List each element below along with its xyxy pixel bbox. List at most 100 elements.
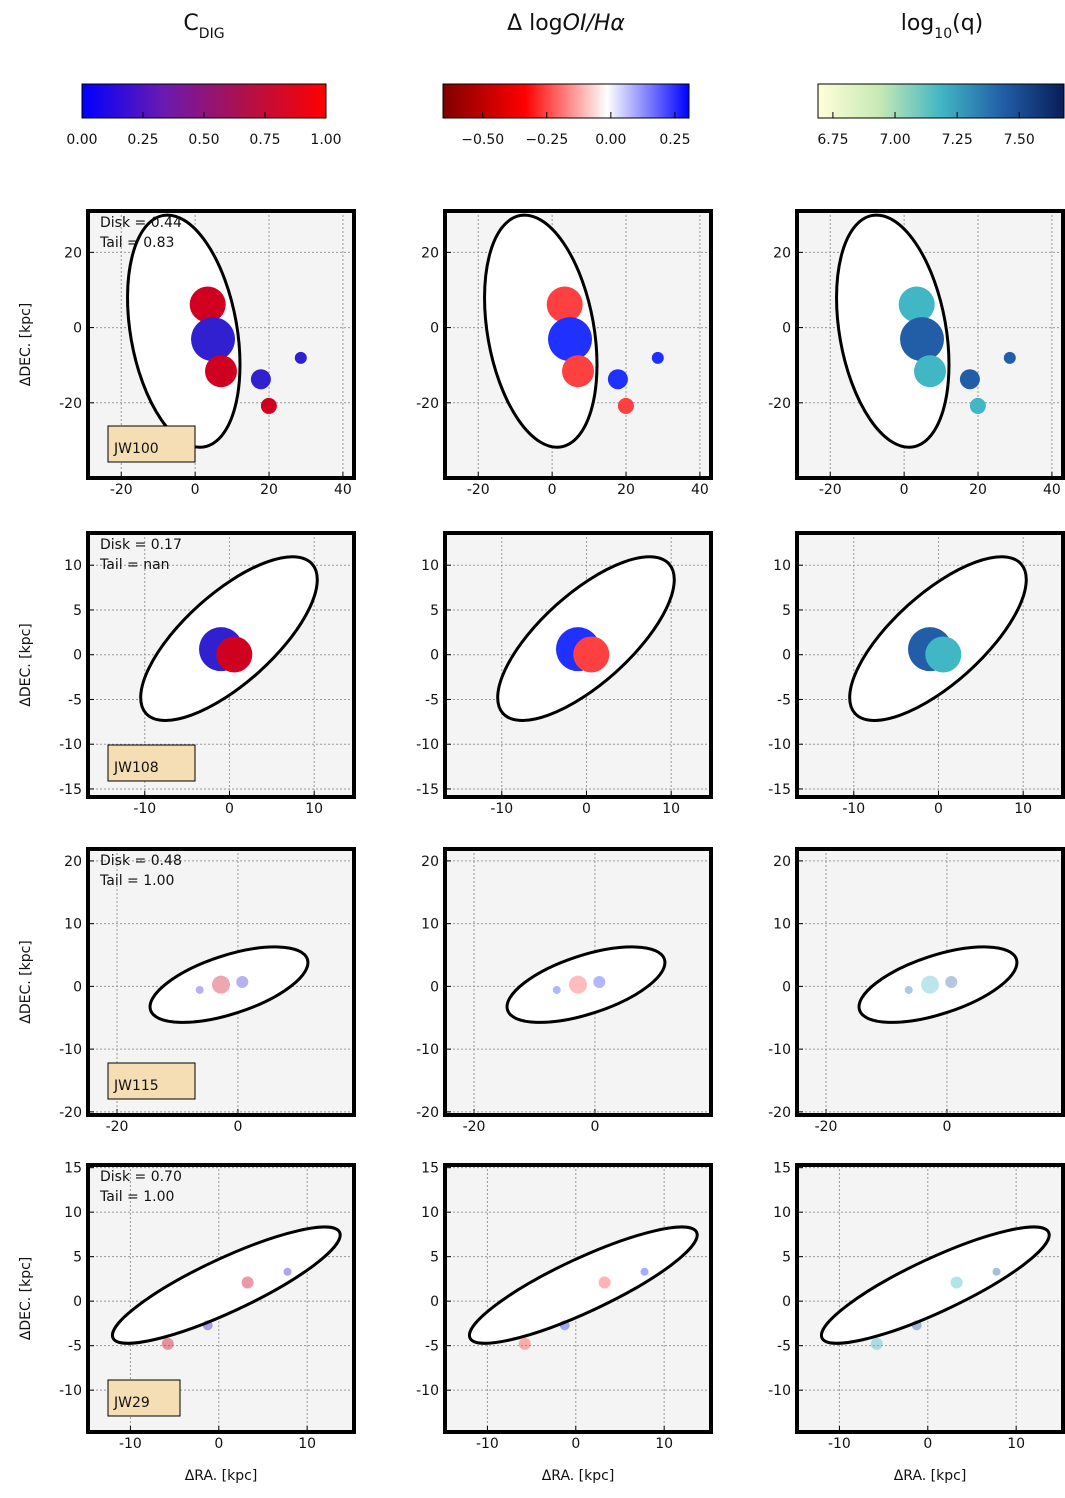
y-tick-label: -15: [59, 782, 82, 798]
tail-label: Tail = 1.00: [99, 873, 174, 889]
y-tick-label: -10: [768, 737, 791, 753]
disk-label: Disk = 0.48: [100, 853, 182, 869]
emission-blob: [593, 976, 606, 988]
y-tick-label: 10: [773, 558, 791, 574]
y-tick-label: 10: [421, 1205, 439, 1221]
galaxy-box: [107, 744, 196, 782]
x-tick-label: 0: [571, 1436, 580, 1452]
galaxy-name: JW100: [113, 441, 159, 457]
x-tick-label: -20: [106, 1119, 129, 1135]
x-tick-label: 20: [617, 482, 635, 498]
emission-blob: [212, 975, 230, 994]
emission-blob: [573, 636, 610, 673]
colorbar: [442, 83, 690, 119]
y-tick-label: 10: [64, 1205, 82, 1221]
title-part: C: [183, 11, 198, 36]
colorbar-tick-label: 0.00: [66, 132, 97, 148]
colorbar-tick-label: 1.00: [310, 132, 341, 148]
emission-blob: [945, 976, 958, 988]
y-tick-label: 15: [421, 1161, 439, 1177]
y-tick-label: -20: [768, 1105, 791, 1121]
tail-label: Tail = nan: [99, 557, 170, 573]
panel-frame: [443, 1163, 713, 1434]
galaxy-contour: [110, 1225, 342, 1345]
y-tick-label: 5: [430, 603, 439, 619]
y-tick-label: 0: [73, 648, 82, 664]
x-tick-label: -20: [819, 482, 842, 498]
emission-blob: [294, 351, 307, 364]
y-tick-label: -10: [416, 737, 439, 753]
y-tick-label: 0: [73, 321, 82, 337]
colorbar-tick-label: 0.25: [127, 132, 158, 148]
colorbar-title: log10(q): [901, 11, 984, 42]
title-part: log: [901, 11, 935, 36]
emission-blob: [546, 286, 583, 323]
y-tick-label: 0: [782, 648, 791, 664]
y-tick-label: 10: [773, 1205, 791, 1221]
y-tick-label: 10: [421, 558, 439, 574]
x-tick-label: 40: [691, 482, 709, 498]
panel-frame: [795, 531, 1065, 799]
galaxy-interior: [484, 215, 597, 448]
galaxy-interior: [469, 1227, 698, 1344]
tail-label: Tail = 1.00: [99, 1189, 174, 1205]
y-tick-label: 0: [430, 648, 439, 664]
title-part: Δ log: [507, 11, 563, 36]
galaxy-box: [107, 1062, 196, 1100]
emission-blob: [992, 1267, 1001, 1276]
x-tick-label: -10: [828, 1436, 851, 1452]
galaxy-interior: [150, 946, 308, 1023]
emission-blob: [617, 397, 634, 414]
emission-blob: [195, 985, 204, 994]
emission-blob: [205, 355, 237, 388]
y-tick-label: 0: [73, 1294, 82, 1310]
y-axis-label: ΔDEC. [kpc]: [18, 623, 34, 707]
y-tick-label: 5: [782, 1250, 791, 1266]
emission-blob: [260, 397, 277, 414]
y-tick-label: 15: [773, 1161, 791, 1177]
x-axis-label: ΔRA. [kpc]: [894, 1468, 967, 1484]
colorbar-tick-label: 6.75: [817, 132, 848, 148]
colorbar: [817, 83, 1065, 119]
title-part: DIG: [199, 26, 225, 42]
galaxy-name: JW29: [113, 1395, 150, 1411]
y-tick-label: 0: [782, 979, 791, 995]
y-tick-label: -5: [425, 1339, 439, 1355]
y-tick-label: 0: [430, 321, 439, 337]
emission-blob: [518, 1337, 531, 1350]
y-tick-label: 5: [782, 603, 791, 619]
x-tick-label: -10: [842, 801, 865, 817]
panel-frame: [443, 209, 713, 480]
colorbar-tick-label: −0.50: [461, 132, 504, 148]
x-axis-label: ΔRA. [kpc]: [185, 1468, 258, 1484]
y-tick-label: -20: [768, 396, 791, 412]
emission-blob: [562, 355, 594, 388]
colorbar-tick-label: 0.00: [595, 132, 626, 148]
colorbar-tick-label: 0.75: [249, 132, 280, 148]
y-tick-label: 15: [64, 1161, 82, 1177]
y-tick-label: 5: [73, 603, 82, 619]
emission-blob: [552, 985, 561, 994]
emission-blob: [900, 317, 945, 362]
y-tick-label: -10: [59, 1042, 82, 1058]
x-tick-label: 10: [1007, 1436, 1025, 1452]
y-tick-label: 10: [421, 917, 439, 933]
y-axis-label: ΔDEC. [kpc]: [18, 303, 34, 387]
y-tick-label: 20: [421, 854, 439, 870]
y-tick-label: 10: [64, 558, 82, 574]
galaxy-contour: [835, 213, 951, 449]
x-tick-label: -20: [815, 1119, 838, 1135]
y-tick-label: -10: [768, 1042, 791, 1058]
y-tick-label: -20: [416, 396, 439, 412]
colorbar-tick-label: 7.50: [1004, 132, 1035, 148]
y-tick-label: 20: [421, 245, 439, 261]
galaxy-contour: [848, 555, 1028, 722]
y-axis-label: ΔDEC. [kpc]: [18, 940, 34, 1024]
x-tick-label: 0: [214, 1436, 223, 1452]
galaxy-contour: [483, 213, 599, 449]
x-tick-label: 10: [655, 1436, 673, 1452]
title-part: (q): [952, 11, 983, 36]
galaxy-interior: [859, 946, 1017, 1023]
y-axis-label: ΔDEC. [kpc]: [18, 1257, 34, 1341]
y-tick-label: -5: [425, 692, 439, 708]
